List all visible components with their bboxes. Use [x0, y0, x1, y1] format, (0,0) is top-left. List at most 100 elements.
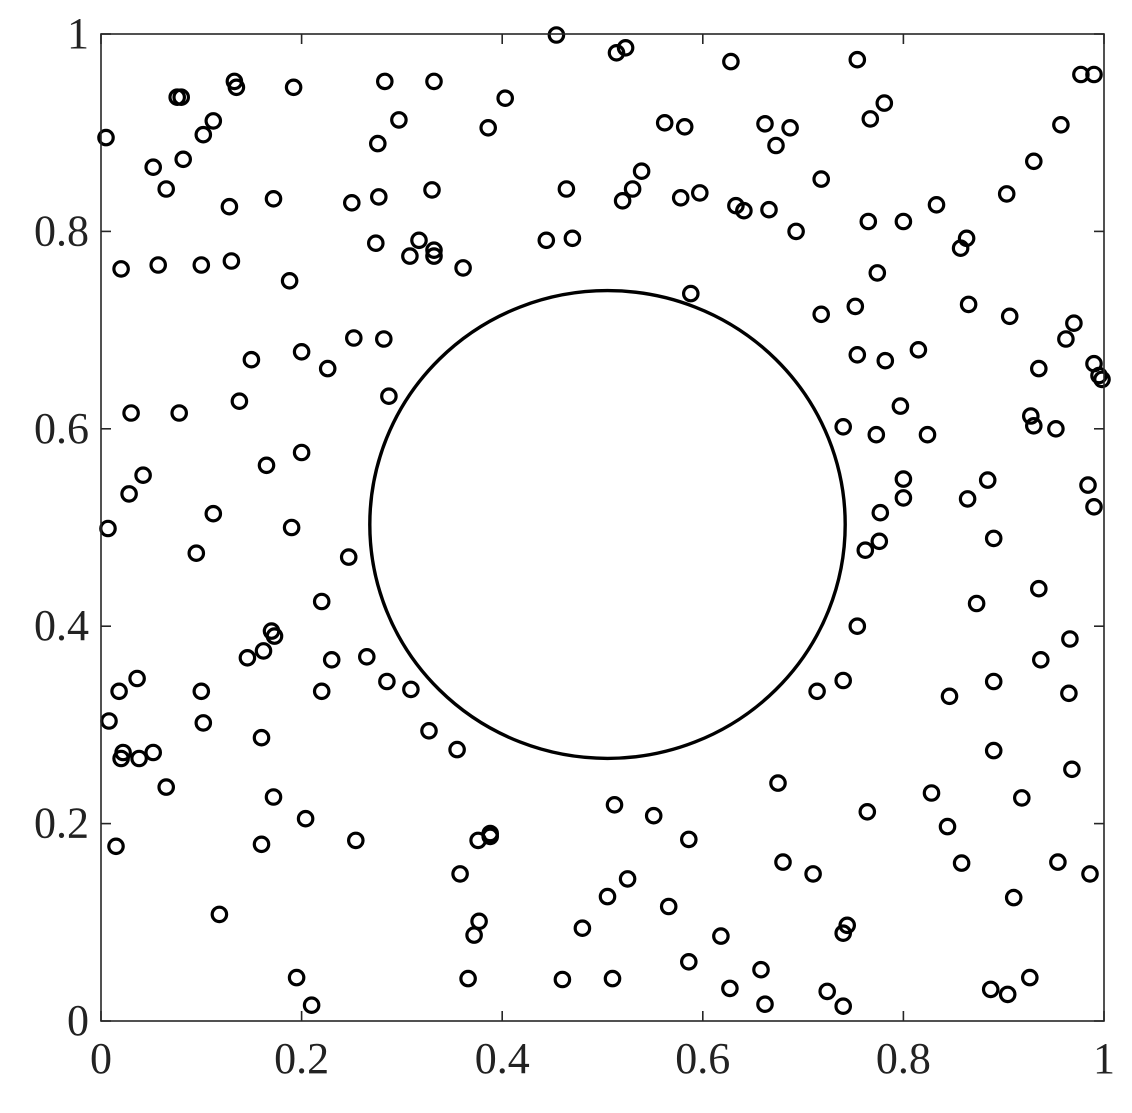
data-point-98: [876, 351, 895, 370]
data-point-178: [598, 887, 617, 906]
data-point-115: [1079, 476, 1097, 494]
data-point-96: [339, 548, 358, 566]
data-point-34: [607, 43, 626, 62]
data-point-9: [204, 112, 223, 130]
data-point-162: [938, 817, 957, 836]
data-point-118: [128, 669, 146, 688]
data-point-45: [690, 184, 709, 202]
data-point-3: [157, 180, 175, 198]
data-point-140: [252, 728, 271, 747]
data-point-14: [222, 252, 241, 270]
data-point-145: [346, 831, 365, 850]
data-point-148: [967, 594, 986, 613]
data-point-108: [856, 541, 875, 559]
x-tick-label-2: 0.4: [475, 1034, 530, 1083]
data-point-50: [767, 136, 785, 155]
data-point-56: [875, 94, 894, 112]
data-point-89: [120, 485, 138, 503]
data-point-59: [859, 212, 878, 231]
data-point-72: [997, 185, 1016, 203]
data-point-176: [451, 865, 469, 883]
data-point-71: [1025, 152, 1043, 171]
data-point-80: [170, 404, 188, 422]
data-point-16: [284, 78, 303, 97]
data-point-106: [894, 489, 913, 507]
data-point-150: [1061, 630, 1079, 648]
data-point-35: [616, 38, 635, 57]
data-point-117: [984, 529, 1003, 548]
data-point-53: [787, 222, 805, 241]
data-point-74: [1065, 314, 1083, 332]
data-point-97: [848, 345, 867, 364]
data-point-95: [282, 518, 301, 537]
x-tick-label-5: 1: [1093, 1034, 1115, 1083]
data-point-88: [99, 519, 117, 538]
data-point-110: [1030, 359, 1048, 378]
data-point-129: [254, 642, 273, 660]
data-point-43: [675, 118, 694, 136]
data-point-64: [868, 264, 887, 282]
data-point-134: [312, 682, 331, 701]
data-point-61: [927, 196, 946, 214]
y-tick-label-3: 0.6: [34, 404, 89, 453]
data-point-133: [322, 650, 341, 669]
data-point-122: [112, 749, 130, 768]
data-point-190: [459, 969, 477, 988]
data-point-142: [107, 837, 125, 856]
data-point-192: [603, 969, 622, 988]
data-point-65: [846, 297, 865, 316]
circle-layer: [368, 288, 847, 761]
data-point-20: [390, 111, 408, 129]
data-point-198: [998, 985, 1017, 1004]
data-point-175: [481, 827, 499, 846]
data-point-13: [192, 256, 211, 274]
data-point-0: [97, 128, 115, 147]
data-point-70: [1052, 116, 1070, 134]
data-point-26: [410, 231, 428, 250]
data-point-100: [891, 397, 910, 415]
data-point-119: [110, 682, 128, 701]
data-point-189: [302, 996, 321, 1014]
data-point-4: [149, 256, 167, 274]
data-point-99: [909, 340, 928, 359]
data-point-181: [465, 926, 483, 944]
axes-box: [100, 33, 1105, 1022]
data-point-187: [834, 924, 852, 942]
y-tick-labels: 0 0.2 0.4 0.6 0.8 1: [34, 9, 89, 1045]
data-point-102: [867, 425, 886, 444]
data-point-51: [781, 119, 799, 137]
data-point-44: [671, 189, 690, 207]
data-point-1: [112, 260, 130, 278]
y-tick-label-4: 0.8: [34, 206, 89, 255]
data-point-92: [187, 544, 206, 562]
y-tick-label-2: 0.4: [34, 601, 89, 650]
data-point-113: [1047, 419, 1065, 438]
y-tick-label-5: 1: [67, 9, 89, 58]
data-point-128: [238, 648, 257, 667]
data-point-81: [230, 392, 249, 410]
data-point-40: [537, 231, 556, 250]
data-point-15: [264, 190, 283, 208]
data-point-31: [479, 119, 497, 137]
data-point-183: [712, 927, 730, 945]
data-point-136: [378, 672, 396, 691]
data-point-170: [605, 795, 624, 814]
data-point-132: [312, 592, 331, 611]
data-point-28: [425, 247, 443, 265]
data-point-146: [210, 905, 229, 924]
data-point-144: [296, 809, 315, 828]
y-tick-label-0: 0: [67, 996, 89, 1045]
data-point-169: [1004, 888, 1023, 907]
data-point-155: [984, 672, 1003, 691]
data-point-87: [380, 387, 398, 405]
data-point-24: [423, 181, 441, 199]
data-point-171: [644, 806, 663, 825]
data-point-86: [374, 330, 393, 348]
data-point-19: [425, 72, 443, 91]
data-point-125: [157, 778, 175, 796]
data-point-191: [553, 970, 572, 989]
data-point-22: [369, 188, 388, 206]
data-point-36: [557, 180, 576, 198]
data-point-60: [894, 212, 913, 231]
